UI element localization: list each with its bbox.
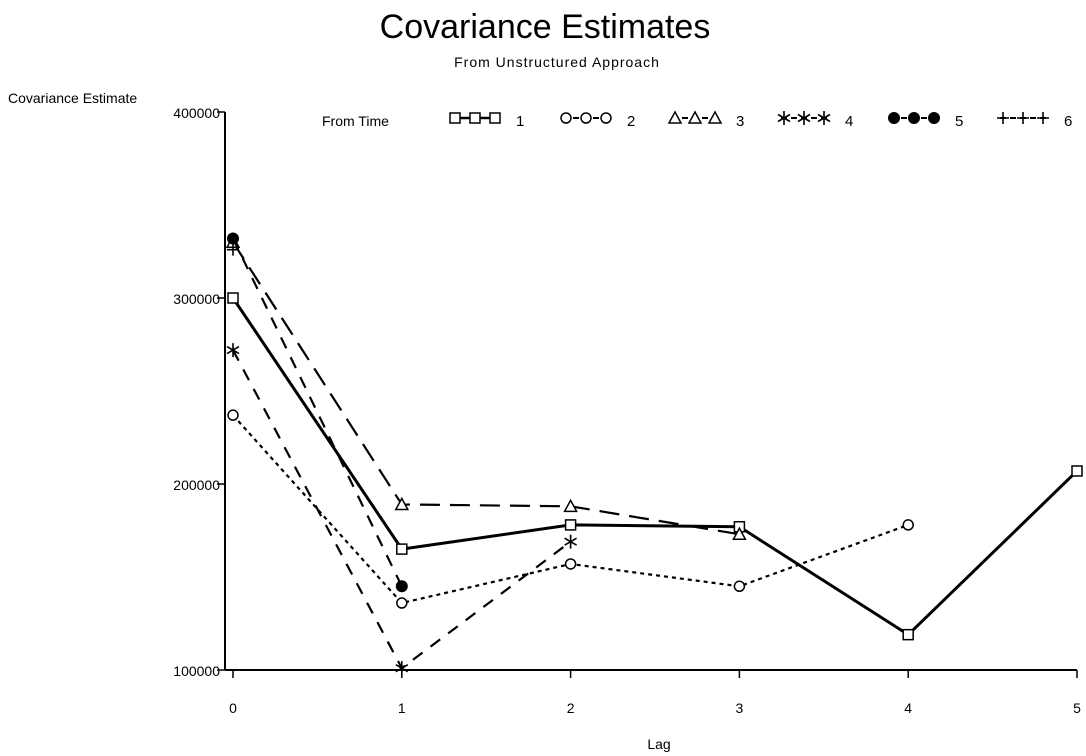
legend-entry-4: 4 bbox=[777, 111, 853, 130]
legend-marker bbox=[707, 110, 723, 124]
y-tick-label: 300000 bbox=[173, 291, 220, 307]
series-5-point bbox=[395, 580, 408, 593]
legend-marker bbox=[469, 112, 481, 124]
series-1-point bbox=[564, 519, 577, 531]
legend-marker bbox=[777, 111, 791, 125]
series-2-point bbox=[396, 597, 408, 609]
series-1-point bbox=[1071, 465, 1083, 477]
series-1-line bbox=[231, 297, 1079, 637]
legend-marker bbox=[908, 112, 920, 124]
legend-label: 6 bbox=[1064, 113, 1072, 130]
series-5-point bbox=[227, 232, 239, 245]
y-axis-label: Covariance Estimate bbox=[8, 90, 137, 106]
series-2-point bbox=[733, 580, 746, 593]
legend-marker bbox=[1037, 112, 1049, 124]
x-tick-label: 2 bbox=[567, 700, 575, 716]
x-tick-label: 5 bbox=[1073, 700, 1081, 716]
series-4-point bbox=[226, 343, 240, 358]
series-6 bbox=[227, 243, 239, 256]
legend-marker bbox=[997, 112, 1009, 124]
legend-entry-5: 5 bbox=[888, 112, 963, 130]
legend-marker bbox=[797, 111, 811, 125]
series-1 bbox=[227, 292, 1083, 641]
legend-label: 1 bbox=[516, 113, 524, 130]
series-2-point bbox=[902, 519, 914, 531]
series-4-point bbox=[395, 661, 409, 676]
series-1-point bbox=[227, 292, 239, 304]
axes: 0 1 2 3 4 5 100000 200000 300000 400000 bbox=[173, 105, 1081, 716]
legend-entry-6: 6 bbox=[997, 112, 1072, 130]
legend-marker bbox=[667, 110, 683, 124]
chart-title: Covariance Estimates bbox=[380, 8, 711, 46]
series-3-point bbox=[732, 526, 747, 540]
series-6-point bbox=[227, 243, 239, 256]
legend-marker bbox=[560, 112, 572, 124]
legend-entry-1: 1 bbox=[449, 112, 524, 130]
plot-area bbox=[225, 232, 1083, 676]
legend-label: 2 bbox=[627, 113, 635, 130]
x-tick-label: 3 bbox=[736, 700, 744, 716]
legend-marker bbox=[687, 110, 703, 124]
legend-marker bbox=[888, 112, 900, 124]
x-tick-label: 0 bbox=[229, 700, 237, 716]
x-axis-label: Lag bbox=[647, 736, 670, 752]
series-5-line bbox=[232, 237, 403, 587]
legend-label: 5 bbox=[955, 113, 963, 130]
legend-title: From Time bbox=[322, 113, 389, 129]
series-3-point bbox=[563, 498, 578, 513]
series-4 bbox=[226, 343, 578, 676]
series-3-line bbox=[232, 241, 740, 536]
series-2 bbox=[227, 409, 914, 609]
series-2-point bbox=[564, 558, 577, 570]
chart-subtitle: From Unstructured Approach bbox=[454, 54, 660, 70]
legend-label: 3 bbox=[736, 113, 744, 130]
series-5 bbox=[227, 232, 408, 593]
legend-marker bbox=[489, 112, 501, 124]
y-tick-label: 200000 bbox=[173, 477, 220, 493]
legend-marker bbox=[449, 112, 461, 124]
legend-marker bbox=[817, 111, 831, 125]
legend: 1 2 3 4 5 6 bbox=[449, 110, 1072, 130]
legend-label: 4 bbox=[845, 113, 853, 130]
series-1-point bbox=[396, 543, 408, 555]
series-1-point bbox=[902, 628, 914, 641]
legend-marker bbox=[580, 112, 592, 124]
x-tick-label: 1 bbox=[398, 700, 406, 716]
legend-marker bbox=[1017, 112, 1029, 124]
legend-marker bbox=[600, 112, 612, 124]
y-tick-label: 400000 bbox=[173, 105, 220, 121]
legend-marker bbox=[928, 112, 940, 124]
x-tick-label: 4 bbox=[904, 700, 912, 716]
y-tick-label: 100000 bbox=[173, 663, 220, 679]
series-4-point bbox=[564, 534, 578, 549]
legend-entry-3: 3 bbox=[667, 110, 744, 130]
series-3-point bbox=[394, 496, 410, 511]
series-2-point bbox=[227, 409, 239, 421]
legend-entry-2: 2 bbox=[560, 112, 635, 130]
